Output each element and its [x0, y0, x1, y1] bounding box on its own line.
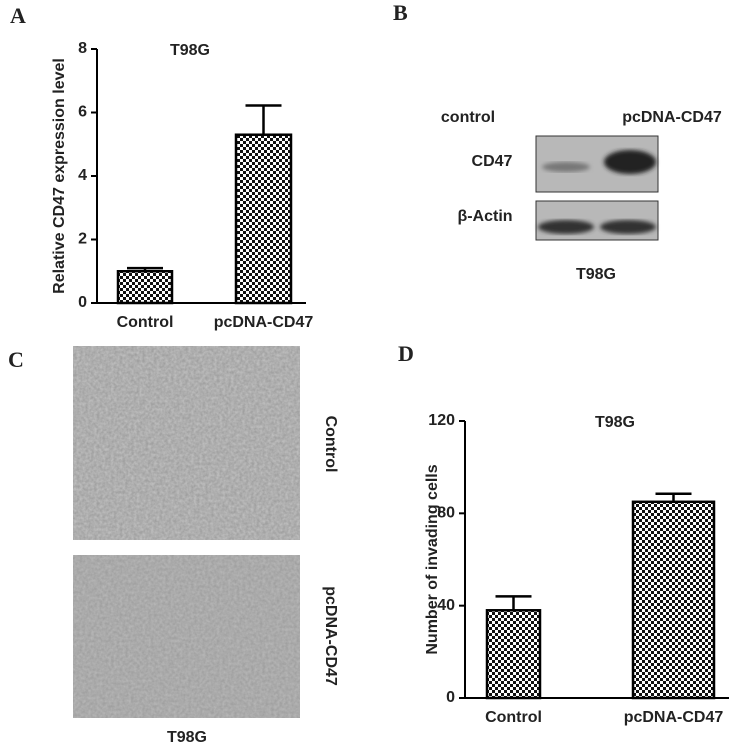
- lane-label: control: [441, 109, 495, 126]
- row-label: β-Actin: [457, 208, 512, 225]
- y-axis-label: Number of invading cells: [424, 464, 441, 654]
- panel-label: C: [8, 347, 24, 372]
- chart-title: T98G: [595, 414, 635, 431]
- blot-box: [535, 200, 659, 241]
- y-tick-label: 4: [78, 167, 87, 184]
- y-tick-label: 40: [437, 597, 455, 614]
- cell-line: T98G: [576, 266, 616, 283]
- band: [600, 220, 656, 234]
- cell-line: T98G: [167, 729, 207, 746]
- row-label: CD47: [472, 153, 513, 170]
- panel-label: D: [398, 341, 414, 366]
- band: [542, 162, 590, 172]
- band: [604, 150, 656, 174]
- y-tick-label: 120: [428, 412, 455, 429]
- chart-title: T98G: [170, 42, 210, 59]
- lane-label: pcDNA-CD47: [622, 109, 722, 126]
- condition-label: pcDNA-CD47: [322, 586, 339, 686]
- y-tick-label: 8: [78, 40, 87, 57]
- band: [538, 220, 594, 234]
- bar: [234, 133, 293, 305]
- bar: [485, 609, 542, 700]
- x-tick-label: pcDNA-CD47: [214, 314, 314, 331]
- condition-label: Control: [322, 416, 339, 473]
- y-tick-label: 80: [437, 505, 455, 522]
- panel-label: B: [393, 0, 408, 25]
- y-tick-label: 0: [78, 294, 87, 311]
- bar: [116, 270, 174, 305]
- micrograph-texture: [73, 346, 300, 540]
- x-tick-label: pcDNA-CD47: [624, 709, 724, 726]
- bar: [631, 500, 716, 700]
- y-tick-label: 0: [446, 689, 455, 706]
- y-tick-label: 2: [78, 231, 87, 248]
- y-axis-label: Relative CD47 expression level: [51, 58, 68, 294]
- micrograph-texture: [73, 555, 300, 718]
- x-tick-label: Control: [485, 709, 542, 726]
- y-tick-label: 6: [78, 104, 87, 121]
- panel-label: A: [10, 3, 26, 28]
- x-tick-label: Control: [117, 314, 174, 331]
